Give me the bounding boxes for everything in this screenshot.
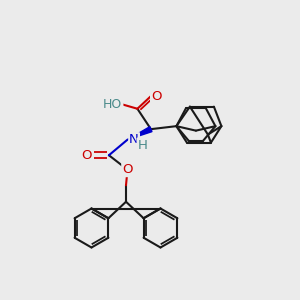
Text: O: O [82,149,92,162]
Text: N: N [129,133,139,146]
Text: HO: HO [103,98,122,111]
Polygon shape [128,127,152,140]
Text: H: H [138,139,147,152]
Text: O: O [122,163,133,176]
Text: O: O [151,90,161,103]
